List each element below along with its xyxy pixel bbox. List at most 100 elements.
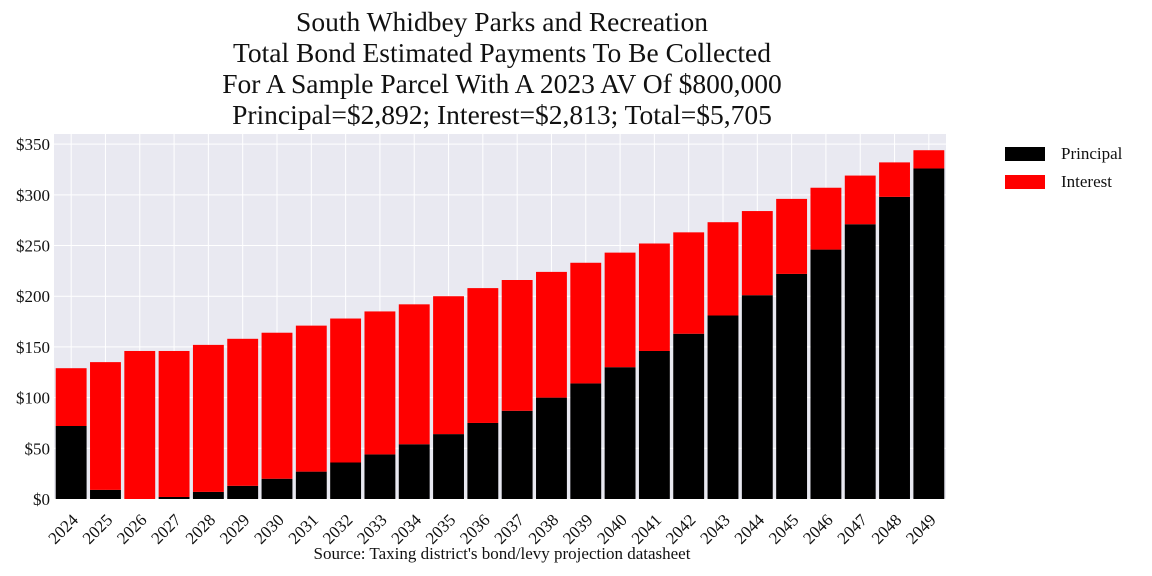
bar-interest-2046 [810, 187, 842, 250]
bar-interest-2039 [570, 262, 602, 384]
chart-legend: Principal Interest [1005, 140, 1122, 196]
bar-interest-2030 [261, 332, 293, 479]
x-tick-label: 2028 [182, 510, 219, 547]
x-tick-label: 2044 [731, 510, 769, 548]
legend-label-principal: Principal [1061, 144, 1123, 163]
x-tick-label: 2030 [250, 510, 287, 547]
x-tick-label: 2042 [662, 510, 699, 547]
x-tick-label: 2037 [491, 510, 529, 548]
bar-interest-2044 [741, 211, 773, 296]
bar-interest-2027 [158, 350, 190, 497]
chart-title-line: Principal=$2,892; Interest=$2,813; Total… [232, 99, 772, 130]
y-tick-label: $100 [16, 389, 50, 408]
bar-principal-2038 [536, 397, 567, 499]
bar-interest-2041 [638, 243, 670, 351]
bar-principal-2048 [879, 196, 910, 499]
x-tick-label: 2038 [525, 510, 562, 547]
bar-interest-2037 [501, 280, 533, 411]
legend-item-principal: Principal [1005, 140, 1122, 168]
bar-interest-2028 [192, 344, 224, 492]
bar-principal-2043 [707, 315, 739, 499]
bar-principal-2024 [55, 426, 87, 499]
y-tick-label: $300 [16, 186, 50, 205]
bar-interest-2042 [673, 232, 705, 334]
x-tick-label: 2043 [696, 510, 733, 547]
bar-principal-2036 [467, 422, 499, 499]
x-tick-label: 2031 [285, 510, 322, 547]
bar-interest-2036 [467, 288, 499, 423]
y-tick-label: $150 [16, 338, 50, 357]
bar-principal-2031 [295, 471, 327, 499]
x-tick-label: 2025 [79, 510, 116, 547]
bar-principal-2034 [398, 444, 430, 499]
bar-interest-2034 [398, 304, 430, 445]
bar-principal-2049 [913, 168, 945, 499]
x-tick-label: 2041 [628, 510, 665, 547]
bar-principal-2027 [158, 496, 190, 499]
chart-title: South Whidbey Parks and Recreation Total… [0, 6, 1004, 130]
bar-interest-2038 [536, 271, 567, 398]
x-tick-label: 2024 [45, 510, 83, 548]
bar-principal-2037 [501, 410, 533, 499]
bar-principal-2040 [604, 367, 636, 499]
bar-interest-2033 [364, 311, 396, 455]
x-tick-label: 2029 [216, 510, 253, 547]
x-axis-label: Source: Taxing district's bond/levy proj… [313, 544, 691, 563]
bar-principal-2025 [90, 489, 121, 499]
x-tick-label: 2035 [422, 510, 459, 547]
x-tick-label: 2045 [765, 510, 802, 547]
bar-interest-2024 [55, 368, 87, 426]
legend-swatch-interest [1005, 175, 1045, 189]
y-tick-label: $200 [16, 287, 50, 306]
bar-principal-2033 [364, 454, 396, 499]
x-tick-label: 2048 [868, 510, 905, 547]
y-tick-label: $350 [16, 135, 50, 154]
bar-principal-2041 [638, 350, 670, 499]
x-tick-label: 2026 [113, 510, 150, 547]
bar-principal-2028 [192, 491, 224, 499]
x-tick-label: 2049 [902, 510, 939, 547]
x-tick-label: 2027 [147, 510, 185, 548]
bar-interest-2045 [776, 198, 808, 274]
bar-interest-2025 [90, 362, 121, 490]
bar-interest-2032 [330, 318, 362, 463]
bar-principal-2030 [261, 478, 293, 499]
legend-label-interest: Interest [1061, 172, 1112, 191]
bar-principal-2029 [227, 485, 259, 499]
bar-interest-2043 [707, 222, 739, 316]
bar-principal-2044 [741, 295, 773, 499]
x-tick-label: 2046 [799, 510, 836, 547]
x-tick-label: 2036 [456, 510, 493, 547]
x-tick-label: 2040 [593, 510, 630, 547]
bar-principal-2032 [330, 462, 362, 499]
chart-title-line: For A Sample Parcel With A 2023 AV Of $8… [222, 68, 782, 99]
x-tick-label: 2033 [353, 510, 390, 547]
x-tick-label: 2039 [559, 510, 596, 547]
y-tick-label: $0 [33, 490, 50, 509]
bar-principal-2047 [844, 224, 876, 499]
bar-principal-2042 [673, 333, 705, 499]
x-tick-label: 2034 [388, 510, 426, 548]
x-tick-label: 2047 [834, 510, 872, 548]
bar-principal-2039 [570, 383, 602, 499]
x-tick-label: 2032 [319, 510, 356, 547]
plot-area: $0$50$100$150$200$250$300$35020242025202… [16, 134, 946, 548]
y-tick-label: $250 [16, 237, 50, 256]
legend-item-interest: Interest [1005, 168, 1122, 196]
bar-interest-2047 [844, 175, 876, 225]
bar-interest-2048 [879, 162, 910, 197]
bar-principal-2035 [433, 434, 464, 499]
bar-interest-2035 [433, 296, 464, 435]
bar-principal-2046 [810, 249, 842, 499]
bar-interest-2026 [124, 350, 156, 499]
y-tick-label: $50 [25, 439, 51, 458]
bar-interest-2031 [295, 325, 327, 472]
chart-title-line: South Whidbey Parks and Recreation [296, 6, 708, 37]
chart-title-line: Total Bond Estimated Payments To Be Coll… [233, 37, 771, 68]
legend-swatch-principal [1005, 147, 1045, 161]
bar-interest-2049 [913, 150, 945, 169]
bar-interest-2040 [604, 252, 636, 368]
bar-principal-2045 [776, 273, 808, 499]
bar-interest-2029 [227, 338, 259, 486]
